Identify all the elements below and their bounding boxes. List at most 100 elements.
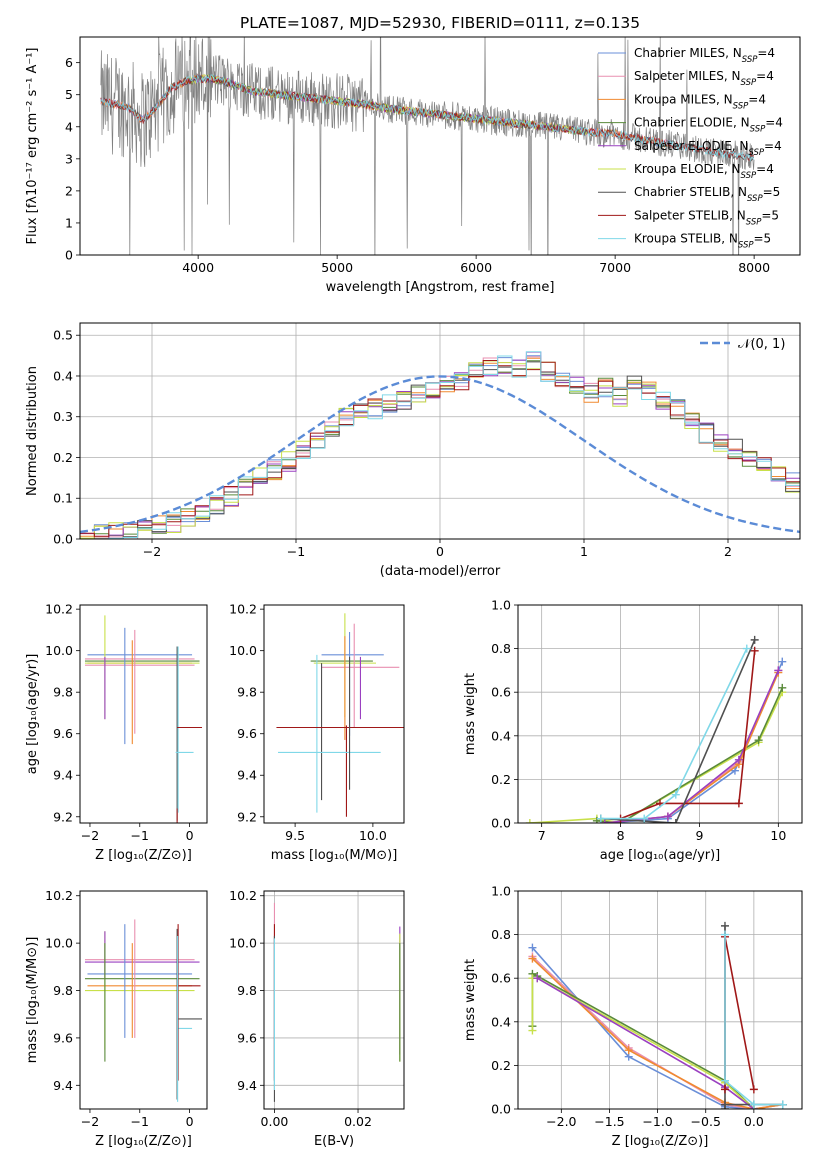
y-tick-label: 9.2 bbox=[53, 809, 73, 824]
y-axis-label: Flux [fλ10⁻¹⁷ erg cm⁻² s⁻¹ A⁻¹] bbox=[25, 48, 40, 245]
age-vs-Z-axes: −2 −1 0 9.2 9.4 9.6 9.8 10.0 10.2 Z [log₁₀(Z/Z⊙)]… bbox=[25, 602, 208, 863]
plus-marker bbox=[720, 1100, 729, 1109]
y-tick-label: 10.0 bbox=[229, 936, 257, 951]
y-tick-label: 10.2 bbox=[229, 602, 257, 617]
y-tick-label: 0 bbox=[65, 248, 73, 263]
mass-vs-ebv-plot-area bbox=[273, 902, 401, 1102]
x-tick-label: −2 bbox=[81, 1114, 99, 1129]
plus-marker bbox=[671, 790, 680, 799]
y-tick-label: 9.6 bbox=[53, 1030, 73, 1045]
legend-label: 𝒩(0, 1) bbox=[738, 337, 785, 352]
series-line bbox=[724, 934, 783, 1106]
y-tick-label: 10.0 bbox=[229, 643, 257, 658]
y-tick-label: 9.4 bbox=[53, 768, 73, 783]
mass-vs-ebv-axes: 0.00 0.02 9.4 9.6 9.8 10.0 10.2 E(B-V) bbox=[229, 888, 405, 1149]
legend-label: Kroupa MILES, NSSP=4 bbox=[634, 92, 766, 111]
y-tick-label: 1.0 bbox=[491, 598, 511, 613]
x-axis-label: wavelength [Angstrom, rest frame] bbox=[326, 280, 555, 295]
spectrum-model-line bbox=[100, 74, 755, 163]
histogram-step bbox=[80, 351, 800, 539]
y-tick-label: 10.2 bbox=[45, 888, 73, 903]
axes-frame bbox=[263, 890, 405, 1110]
y-tick-label: 1.0 bbox=[491, 884, 511, 899]
y-axis-label: mass weight bbox=[463, 673, 478, 755]
plus-marker bbox=[778, 657, 787, 666]
spectrum-axes: 4000 5000 6000 7000 8000 0 1 2 3 4 5 6 wavelength [A… bbox=[25, 36, 801, 295]
residuals-plot-area bbox=[80, 351, 800, 539]
axes-frame bbox=[79, 36, 801, 256]
plus-marker bbox=[533, 974, 542, 983]
plus-marker bbox=[600, 819, 609, 823]
plus-marker bbox=[663, 812, 672, 821]
y-tick-label: 0.6 bbox=[491, 971, 511, 986]
y-tick-label: 5 bbox=[65, 87, 73, 102]
y-tick-label: 3 bbox=[65, 151, 73, 166]
spectrum-legend: Chabrier MILES, NSSP=4 Salpeter MILES, NS… bbox=[598, 46, 783, 251]
series-line bbox=[600, 639, 756, 823]
plus-marker bbox=[742, 644, 751, 653]
x-axis-label: E(B-V) bbox=[314, 1134, 354, 1149]
y-tick-label: 1 bbox=[65, 215, 73, 230]
plus-marker bbox=[720, 1085, 729, 1094]
y-tick-label: 10.0 bbox=[45, 643, 73, 658]
legend-label: Kroupa ELODIE, NSSP=4 bbox=[634, 162, 774, 181]
y-tick-label: 0.1 bbox=[53, 491, 73, 506]
age-vs-mass-plot-area bbox=[276, 613, 404, 817]
series-line bbox=[604, 672, 780, 823]
plus-marker bbox=[750, 646, 759, 655]
x-tick-label: 10.0 bbox=[359, 828, 387, 843]
x-axis-label: Z [log₁₀(Z/Z⊙)] bbox=[95, 1134, 192, 1149]
mass-vs-Z-plot-area bbox=[84, 919, 203, 1102]
y-axis-label: mass weight bbox=[463, 959, 478, 1041]
x-axis-label: Z [log₁₀(Z/Z⊙)] bbox=[95, 848, 192, 863]
plus-marker bbox=[640, 814, 649, 823]
y-tick-label: 0.2 bbox=[491, 772, 511, 787]
plus-marker bbox=[774, 666, 783, 675]
axes-frame bbox=[79, 322, 801, 540]
y-tick-label: 0.4 bbox=[53, 368, 73, 383]
mass-weight-vs-age-plot-area bbox=[525, 635, 787, 823]
x-axis-label: Z [log₁₀(Z/Z⊙)] bbox=[612, 1134, 709, 1149]
legend-label: Salpeter MILES, NSSP=4 bbox=[634, 69, 774, 88]
mass-weight-vs-Z-plot-area bbox=[528, 921, 787, 1109]
plus-marker bbox=[528, 1026, 537, 1035]
legend-label: Kroupa STELIB, NSSP=5 bbox=[634, 232, 771, 251]
x-tick-label: 6000 bbox=[460, 260, 492, 275]
x-tick-label: −2 bbox=[143, 544, 161, 559]
plus-marker bbox=[528, 943, 537, 952]
y-tick-label: 10.2 bbox=[229, 888, 257, 903]
figure-title: PLATE=1087, MJD=52930, FIBERID=0111, z=0… bbox=[240, 14, 640, 32]
plus-marker bbox=[754, 736, 763, 745]
series-line bbox=[531, 977, 755, 1109]
x-tick-label: −1 bbox=[131, 828, 149, 843]
y-axis-label: mass [log₁₀(M/M⊙)] bbox=[25, 937, 40, 1064]
y-tick-label: 0.8 bbox=[491, 927, 511, 942]
axes-frame bbox=[517, 604, 803, 824]
y-tick-label: 0.0 bbox=[491, 816, 511, 831]
x-tick-label: 5000 bbox=[321, 260, 353, 275]
plus-marker bbox=[525, 819, 534, 823]
x-tick-label: 7 bbox=[538, 828, 546, 843]
plus-marker bbox=[734, 799, 743, 808]
x-tick-label: −2 bbox=[81, 828, 99, 843]
y-tick-label: 6 bbox=[65, 55, 73, 70]
plus-marker bbox=[734, 755, 743, 764]
y-tick-label: 9.8 bbox=[237, 685, 257, 700]
mass-vs-Z-axes: −2 −1 0 9.4 9.6 9.8 10.0 10.2 Z [log₁₀(Z/Z⊙)] mas… bbox=[25, 888, 208, 1149]
plus-marker bbox=[750, 635, 759, 644]
series-line bbox=[600, 648, 748, 820]
y-tick-label: 0.0 bbox=[491, 1102, 511, 1117]
legend-label: Salpeter ELODIE, NSSP=4 bbox=[634, 139, 782, 158]
x-tick-label: 1 bbox=[580, 544, 588, 559]
y-tick-label: 2 bbox=[65, 183, 73, 198]
y-tick-label: 0.2 bbox=[53, 450, 73, 465]
x-tick-label: −1 bbox=[131, 1114, 149, 1129]
x-tick-label: 0 bbox=[186, 1114, 194, 1129]
y-tick-label: 9.4 bbox=[237, 1078, 257, 1093]
y-tick-label: 9.8 bbox=[53, 685, 73, 700]
y-tick-label: 9.8 bbox=[53, 983, 73, 998]
y-tick-label: 9.4 bbox=[53, 1078, 73, 1093]
histogram-step bbox=[80, 360, 800, 539]
age-vs-mass-axes: 9.5 10.0 9.2 9.4 9.6 9.8 10.0 10.2 mass [log₁₀(M… bbox=[229, 602, 405, 863]
x-tick-label: 2 bbox=[724, 544, 732, 559]
